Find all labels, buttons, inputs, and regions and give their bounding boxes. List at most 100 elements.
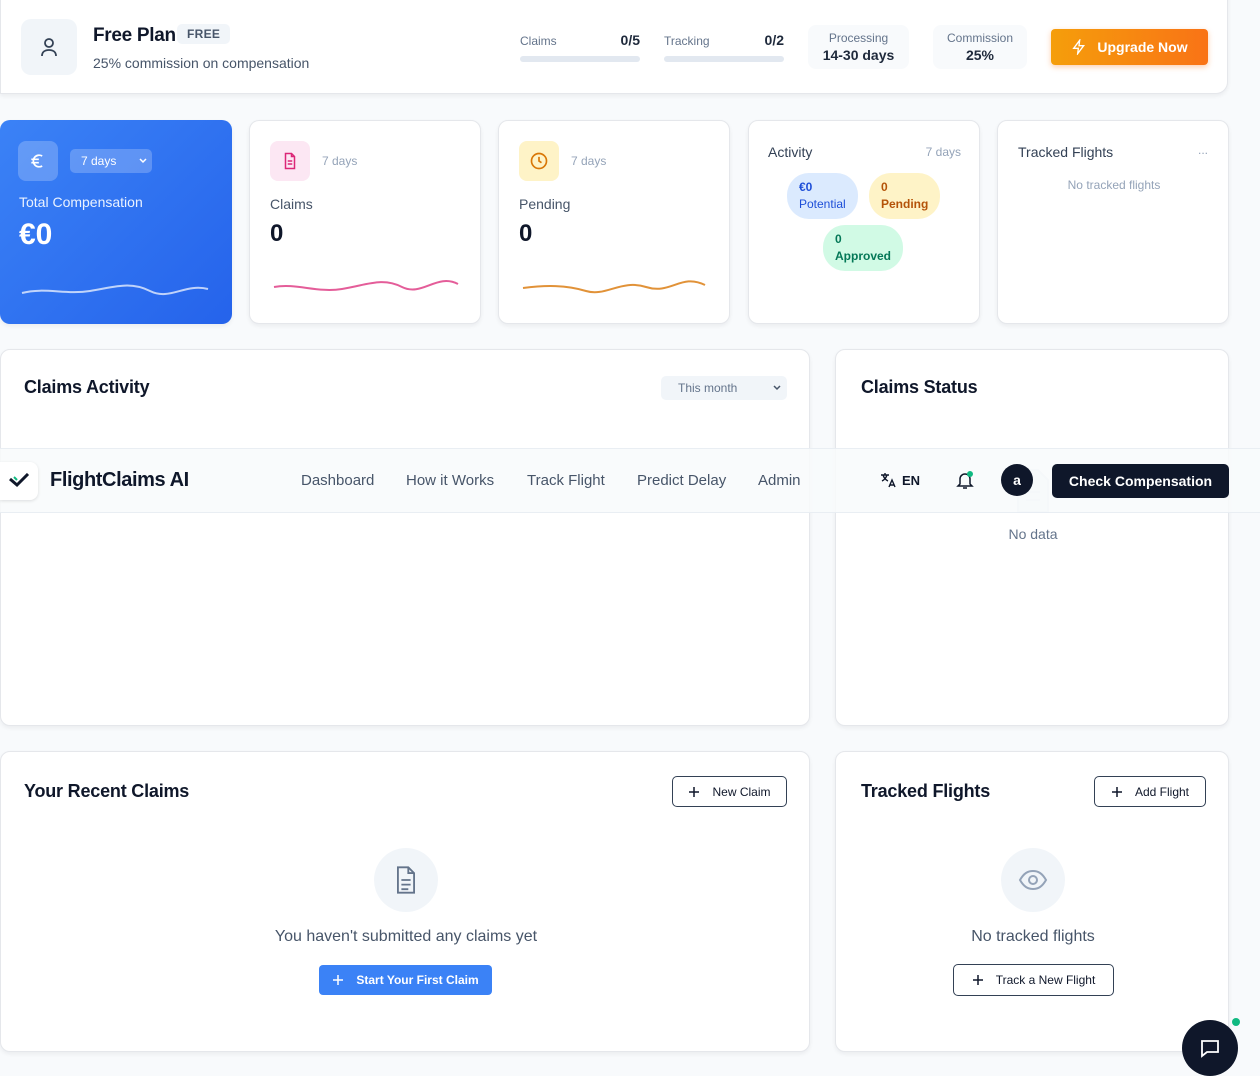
- euro-icon: [18, 141, 58, 181]
- nav-how-it-works[interactable]: How it Works: [406, 472, 495, 489]
- nav-track-flight[interactable]: Track Flight: [527, 472, 605, 489]
- claims-card: 7 days Claims 0: [249, 120, 481, 324]
- range-select[interactable]: This month: [661, 376, 787, 400]
- processing-box: Processing 14-30 days: [808, 25, 909, 69]
- pending-card: 7 days Pending 0: [498, 120, 730, 324]
- plan-subtitle: 25% commission on compensation: [93, 55, 310, 71]
- add-flight-button[interactable]: Add Flight: [1094, 776, 1206, 807]
- eye-icon: [1001, 848, 1065, 912]
- plus-icon: [689, 786, 700, 797]
- recent-claims-card: Your Recent Claims New Claim You haven't…: [0, 751, 810, 1052]
- potential-label: Potential: [799, 197, 846, 211]
- new-claim-label: New Claim: [712, 784, 771, 799]
- track-new-flight-button[interactable]: Track a New Flight: [953, 964, 1114, 996]
- nav-dashboard[interactable]: Dashboard: [301, 472, 375, 489]
- claims-meter: Claims 0/5: [520, 32, 640, 62]
- tracking-meter-bar: [664, 56, 784, 62]
- tracked-flights-empty: No tracked flights: [1067, 178, 1161, 192]
- approved-label: Approved: [835, 249, 892, 263]
- approved-value: 0: [835, 232, 842, 246]
- claims-sparkline: [273, 280, 459, 291]
- period-select[interactable]: 7 days: [70, 149, 152, 173]
- chat-icon: [1201, 1040, 1219, 1058]
- more-icon[interactable]: ...: [1197, 143, 1208, 157]
- pending-pill: 0 Pending: [869, 173, 941, 219]
- activity-period: 7 days: [925, 145, 961, 159]
- upgrade-label: Upgrade Now: [1097, 39, 1188, 55]
- tracked-flights-card: Tracked Flights ... No tracked flights: [997, 120, 1229, 324]
- commission-label: Commission: [946, 31, 1013, 45]
- total-compensation-value: €0: [19, 218, 53, 251]
- tracked-flights-title: Tracked Flights: [1018, 144, 1114, 160]
- nav-predict-delay[interactable]: Predict Delay: [637, 472, 727, 489]
- total-compensation-card: 7 days Total Compensation €0: [0, 120, 232, 324]
- pending-sparkline: [522, 280, 706, 294]
- bell-icon[interactable]: [956, 470, 974, 495]
- claims-label: Claims: [270, 196, 313, 212]
- claims-meter-value: 0/5: [620, 32, 640, 48]
- total-compensation-label: Total Compensation: [19, 194, 143, 210]
- plan-title: Free Plan: [93, 25, 176, 46]
- activity-title: Activity: [768, 144, 813, 160]
- chevron-down-icon: [773, 385, 781, 391]
- claims-status-title: Claims Status: [861, 377, 978, 397]
- avatar[interactable]: a: [1001, 464, 1033, 496]
- recent-claims-empty: You haven't submitted any claims yet: [274, 928, 538, 945]
- claims-activity-card: Claims Activity This month 0300600900120…: [0, 349, 810, 726]
- chat-button[interactable]: [1182, 1020, 1238, 1076]
- start-first-claim-button[interactable]: Start Your First Claim: [319, 965, 492, 995]
- upgrade-button[interactable]: Upgrade Now: [1051, 29, 1208, 65]
- online-dot: [1232, 1018, 1240, 1026]
- claims-activity-title: Claims Activity: [24, 377, 150, 397]
- commission-box: Commission 25%: [933, 25, 1027, 69]
- claims-status-empty: No data: [1008, 526, 1058, 542]
- total-sparkline: [21, 284, 209, 296]
- tracked-flights-section: Tracked Flights Add Flight No tracked fl…: [835, 751, 1229, 1052]
- new-claim-button[interactable]: New Claim: [672, 776, 787, 807]
- claims-value: 0: [270, 220, 284, 247]
- pending-value: 0: [519, 220, 533, 247]
- claims-status-card: Claims Status No data: [835, 349, 1229, 726]
- approved-pill: 0 Approved: [823, 225, 904, 271]
- pending-pill-label: Pending: [881, 197, 929, 211]
- commission-value: 25%: [965, 47, 995, 63]
- tracking-meter: Tracking 0/2: [664, 32, 784, 62]
- document-icon: [270, 141, 310, 181]
- potential-value: €0: [799, 180, 813, 194]
- add-flight-label: Add Flight: [1134, 784, 1190, 799]
- nav-admin[interactable]: Admin: [758, 472, 801, 489]
- tracked-flights-section-empty: No tracked flights: [971, 928, 1095, 945]
- chevron-down-icon: [139, 158, 147, 164]
- pending-period: 7 days: [571, 154, 607, 168]
- clock-icon: [519, 141, 559, 181]
- tracking-meter-label: Tracking: [664, 34, 710, 48]
- tracking-meter-value: 0/2: [764, 32, 784, 48]
- plus-icon: [1111, 786, 1122, 797]
- language-switcher[interactable]: EN: [880, 472, 920, 488]
- document-icon: [374, 848, 438, 912]
- check-compensation-button[interactable]: Check Compensation: [1052, 464, 1229, 498]
- activity-card: Activity 7 days €0 Potential 0 Pending 0…: [748, 120, 980, 324]
- brand-name[interactable]: FlightClaims AI: [50, 469, 189, 491]
- plan-header: Free Plan FREE 25% commission on compens…: [0, 0, 1228, 94]
- top-navigation: FlightClaims AI Dashboard How it Works T…: [0, 448, 1260, 513]
- plane-check-icon: [9, 473, 30, 488]
- tracked-flights-section-title: Tracked Flights: [861, 781, 991, 801]
- brand-logo[interactable]: [0, 462, 38, 500]
- pending-pill-value: 0: [881, 180, 888, 194]
- processing-label: Processing: [828, 31, 889, 45]
- pending-label: Pending: [519, 196, 571, 212]
- plus-icon: [972, 975, 983, 985]
- start-first-claim-label: Start Your First Claim: [356, 973, 479, 987]
- track-new-flight-label: Track a New Flight: [995, 973, 1096, 987]
- plus-icon: [333, 975, 344, 985]
- potential-pill: €0 Potential: [787, 173, 858, 219]
- claims-period: 7 days: [322, 154, 358, 168]
- plan-badge: FREE: [177, 24, 231, 44]
- claims-meter-label: Claims: [520, 34, 557, 48]
- range-select-value: This month: [678, 381, 738, 395]
- period-select-value: 7 days: [81, 154, 117, 168]
- processing-value: 14-30 days: [822, 47, 895, 63]
- translate-icon: [881, 473, 896, 488]
- recent-claims-title: Your Recent Claims: [24, 781, 190, 801]
